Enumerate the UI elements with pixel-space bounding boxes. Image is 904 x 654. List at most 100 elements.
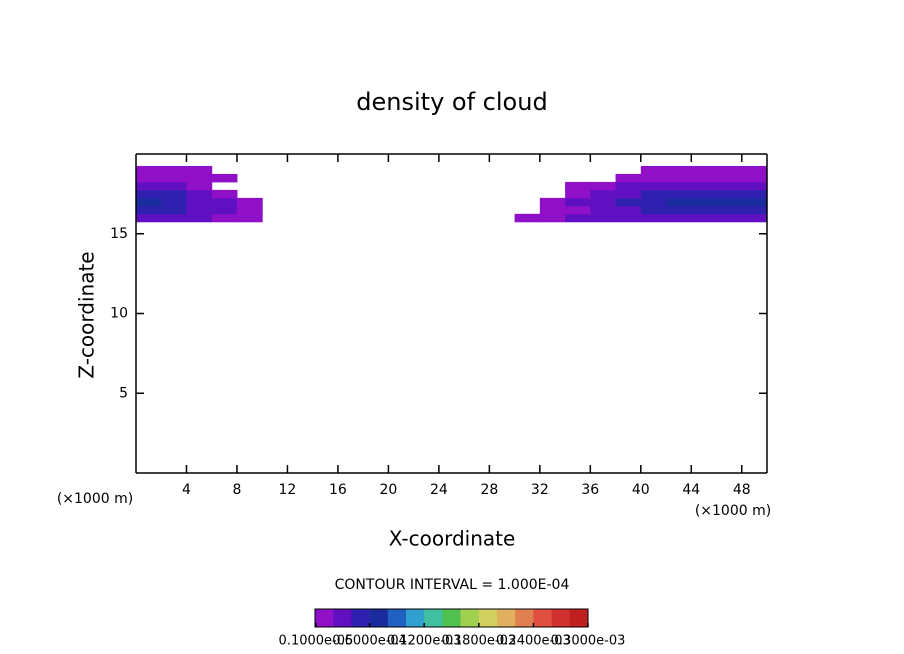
y-axis-label: Z-coordinate bbox=[75, 251, 99, 378]
colorbar-swatch bbox=[369, 609, 389, 627]
x-tick-label: 28 bbox=[480, 482, 498, 498]
contour-cell bbox=[666, 181, 692, 191]
colorbar-swatch bbox=[424, 609, 443, 627]
colorbar-swatch bbox=[478, 609, 498, 627]
x-tick-label: 36 bbox=[581, 482, 599, 498]
contour-cell bbox=[565, 205, 591, 215]
contour-cell bbox=[741, 213, 768, 223]
contour-cell bbox=[666, 213, 692, 223]
colorbar-swatch bbox=[551, 609, 571, 627]
x-tick-label: 48 bbox=[733, 482, 751, 498]
contour-cell bbox=[716, 165, 743, 175]
contour-cell bbox=[161, 165, 187, 175]
contour-cell bbox=[615, 181, 642, 191]
contour-cell bbox=[716, 181, 743, 191]
contour-cell bbox=[136, 173, 162, 183]
contour-cell bbox=[640, 189, 667, 199]
contour-cell bbox=[539, 205, 566, 215]
contour-cell bbox=[741, 173, 768, 183]
contour-cell bbox=[590, 189, 617, 199]
contour-cell bbox=[666, 197, 692, 207]
x-tick-label: 8 bbox=[232, 482, 241, 498]
colorbar-swatch bbox=[533, 609, 552, 627]
contour-cell bbox=[211, 197, 238, 207]
contour-cell bbox=[615, 189, 642, 199]
contour-cell bbox=[514, 213, 541, 223]
colorbar-swatch bbox=[351, 609, 370, 627]
contour-cell bbox=[211, 205, 238, 215]
colorbar-label: 0.1000e-05 bbox=[279, 634, 354, 649]
contour-cell bbox=[716, 189, 743, 199]
contour-cell bbox=[161, 205, 187, 215]
contour-cell bbox=[666, 165, 692, 175]
x-tick-label: 4 bbox=[182, 482, 191, 498]
contour-cell bbox=[590, 213, 617, 223]
contour-cell bbox=[716, 197, 743, 207]
contour-cell bbox=[691, 213, 718, 223]
contour-cell bbox=[741, 165, 768, 175]
x-tick-label: 32 bbox=[531, 482, 549, 498]
contour-cell bbox=[590, 197, 617, 207]
colorbar-swatch bbox=[460, 609, 480, 627]
contour-cell bbox=[640, 197, 667, 207]
contour-cell bbox=[615, 173, 642, 183]
x-tick-label: 12 bbox=[279, 482, 297, 498]
contour-cell bbox=[691, 197, 718, 207]
contour-cell bbox=[161, 181, 187, 191]
colorbar-frame bbox=[314, 608, 589, 628]
contour-cell bbox=[640, 165, 667, 175]
contour-cell bbox=[741, 181, 768, 191]
contour-cell bbox=[211, 213, 238, 223]
contour-cell bbox=[716, 213, 743, 223]
colorbar-swatch bbox=[387, 609, 407, 627]
x-tick-label: 40 bbox=[632, 482, 650, 498]
contour-cell bbox=[236, 213, 263, 223]
contour-cell bbox=[161, 197, 187, 207]
x-tick-label: 20 bbox=[379, 482, 397, 498]
colorbar-label: 0.3000e-03 bbox=[551, 634, 626, 649]
contour-cell bbox=[539, 213, 566, 223]
contour-cell bbox=[640, 205, 667, 215]
contour-cell bbox=[640, 173, 667, 183]
y-unit: (×1000 m) bbox=[57, 491, 133, 507]
contour-cell bbox=[640, 213, 667, 223]
contour-cell bbox=[565, 213, 591, 223]
contour-cell bbox=[186, 173, 213, 183]
x-tick-label: 16 bbox=[329, 482, 347, 498]
contour-cell bbox=[161, 173, 187, 183]
contour-cell bbox=[691, 165, 718, 175]
colorbar-label: 0.1800e-03 bbox=[441, 634, 516, 649]
contour-cell bbox=[691, 205, 718, 215]
contour-cell bbox=[741, 197, 768, 207]
colorbar-swatch bbox=[406, 609, 425, 627]
contour-cell bbox=[565, 189, 591, 199]
contour-cell bbox=[741, 205, 768, 215]
contour-cell bbox=[211, 173, 238, 183]
contour-cell bbox=[236, 197, 263, 207]
contour-cell bbox=[539, 197, 566, 207]
colorbar-label: 0.2400e-03 bbox=[496, 634, 571, 649]
colorbar-swatch bbox=[569, 609, 589, 627]
contour-cell bbox=[565, 197, 591, 207]
contour-cell bbox=[136, 197, 162, 207]
x-axis-label: X-coordinate bbox=[389, 527, 516, 551]
contour-cell bbox=[590, 205, 617, 215]
contour-cell bbox=[136, 189, 162, 199]
colorbar-swatch bbox=[315, 609, 334, 627]
contour-cell bbox=[691, 173, 718, 183]
contour-cell bbox=[211, 189, 238, 199]
contour-cell bbox=[186, 197, 213, 207]
colorbar-swatch bbox=[333, 609, 352, 627]
contour-cell bbox=[716, 173, 743, 183]
contour-cell bbox=[615, 205, 642, 215]
contour-cell bbox=[236, 205, 263, 215]
contour-cell bbox=[186, 205, 213, 215]
contour-cell bbox=[136, 181, 162, 191]
contour-cell bbox=[666, 189, 692, 199]
x-unit: (×1000 m) bbox=[695, 503, 771, 519]
contour-cell bbox=[186, 189, 213, 199]
contour-cell bbox=[615, 197, 642, 207]
contour-cell bbox=[565, 181, 591, 191]
y-tick-label: 5 bbox=[119, 385, 128, 401]
